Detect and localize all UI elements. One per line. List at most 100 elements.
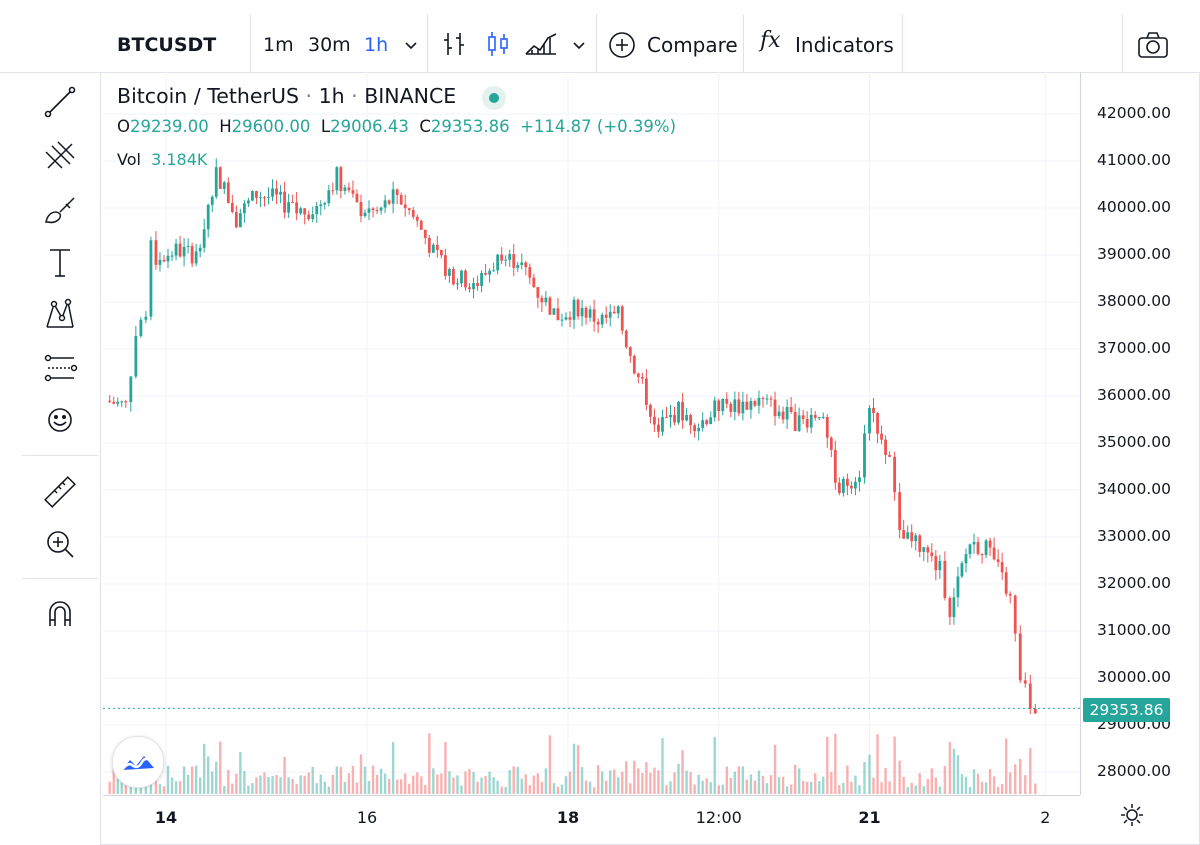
- candle-body: [504, 259, 508, 261]
- volume-bar: [512, 766, 515, 794]
- volume-bar: [697, 774, 700, 794]
- volume-bar: [492, 777, 495, 794]
- chevron-down-icon[interactable]: [404, 36, 418, 55]
- volume-bar: [1024, 775, 1027, 794]
- candle-body: [821, 416, 825, 418]
- candle-body: [496, 254, 500, 271]
- candle-body: [765, 398, 769, 400]
- plus-circle-icon[interactable]: [608, 31, 636, 63]
- candle-body: [825, 416, 829, 438]
- ruler-icon[interactable]: [36, 472, 84, 512]
- volume-bar: [528, 785, 532, 794]
- candle-body: [540, 297, 544, 303]
- price-chart[interactable]: [103, 72, 1080, 795]
- indicators-button[interactable]: Indicators: [795, 33, 894, 57]
- volume-bar: [1034, 783, 1037, 794]
- candle-body: [387, 200, 391, 204]
- volume-bar: [480, 777, 483, 794]
- symbol-search[interactable]: BTCUSDT: [117, 34, 217, 56]
- volume-bar: [202, 743, 206, 794]
- volume-bar: [729, 777, 733, 794]
- brush-icon[interactable]: [36, 190, 84, 230]
- candle-body: [943, 560, 947, 598]
- candle-body: [251, 191, 254, 201]
- tradingview-logo-icon[interactable]: [112, 736, 164, 788]
- volume-bar: [424, 785, 427, 794]
- fx-icon[interactable]: fx: [760, 28, 781, 53]
- candle-body: [383, 200, 387, 208]
- volume-bar: [412, 775, 415, 794]
- volume-bar: [765, 783, 769, 794]
- candle-body: [134, 336, 138, 377]
- price-scale[interactable]: 42000.00 41000.00 40000.00 39000.00 38000.00…: [1080, 72, 1200, 795]
- volume-bar: [283, 756, 286, 794]
- chevron-down-icon[interactable]: [572, 36, 586, 55]
- volume-bar: [255, 777, 258, 794]
- volume-bar: [872, 777, 875, 794]
- compare-button[interactable]: Compare: [647, 33, 738, 57]
- candle-body: [841, 478, 845, 493]
- volume-bar: [588, 781, 592, 794]
- settings-icon[interactable]: [1119, 802, 1145, 832]
- time-axis[interactable]: 14 16 18 12:00 21 2: [103, 795, 1080, 838]
- chart-pane[interactable]: [103, 72, 1080, 795]
- market-status-icon[interactable]: [482, 86, 506, 110]
- volume-bar: [339, 766, 343, 794]
- interval-30m[interactable]: 30m: [308, 34, 351, 56]
- candle-body: [247, 200, 250, 204]
- candle-body: [693, 425, 697, 432]
- forecast-icon[interactable]: [36, 348, 84, 388]
- camera-icon[interactable]: [1137, 30, 1169, 64]
- volume-bar: [219, 741, 222, 794]
- candle-body: [532, 277, 536, 288]
- volume-bar: [842, 782, 845, 794]
- candle-body: [858, 477, 861, 482]
- volume-bar: [532, 775, 536, 794]
- candle-body: [681, 401, 684, 421]
- interval-1m[interactable]: 1m: [263, 34, 294, 56]
- candle-body: [230, 202, 234, 213]
- candle-body: [960, 563, 964, 577]
- zoom-in-icon[interactable]: [36, 524, 84, 564]
- volume-bar: [737, 766, 741, 794]
- volume-bar: [536, 773, 540, 794]
- volume-bar: [460, 785, 463, 794]
- candle-body: [174, 243, 178, 256]
- volume-bar: [452, 777, 455, 794]
- candle-body: [488, 270, 492, 275]
- volume-bar: [948, 742, 952, 794]
- candle-body: [464, 270, 467, 288]
- bars-style-icon[interactable]: [440, 30, 468, 62]
- pattern-icon[interactable]: [36, 294, 84, 334]
- candle-body: [992, 547, 996, 560]
- area-style-icon[interactable]: [524, 30, 558, 62]
- volume-bar: [673, 772, 676, 794]
- candle-body: [640, 376, 644, 379]
- candle-body: [761, 397, 765, 399]
- volume-bar: [379, 768, 383, 794]
- candle-body: [817, 417, 821, 419]
- volume-bar: [633, 760, 636, 794]
- volume-bar: [649, 772, 652, 794]
- volume-bar: [653, 767, 656, 794]
- volume-bar: [223, 786, 226, 794]
- candle-body: [218, 167, 222, 189]
- trend-line-icon[interactable]: [36, 82, 84, 122]
- text-icon[interactable]: [36, 242, 84, 282]
- magnet-icon[interactable]: [36, 594, 84, 634]
- close-label: C: [419, 117, 431, 136]
- candles-style-icon[interactable]: [484, 30, 512, 62]
- exchange-name: BINANCE: [364, 84, 457, 108]
- interval-1h[interactable]: 1h: [364, 34, 389, 56]
- candle-body: [226, 182, 230, 203]
- volume-bar: [980, 781, 984, 794]
- toolbar-divider: [902, 14, 903, 72]
- emoji-icon[interactable]: [36, 400, 84, 440]
- volume-bar: [918, 773, 921, 794]
- volume-bar: [733, 771, 737, 794]
- fib-icon[interactable]: [36, 136, 84, 176]
- volume-bar: [231, 783, 234, 794]
- candle-body: [468, 287, 471, 290]
- candle-body: [528, 267, 532, 278]
- volume-bar: [884, 767, 887, 794]
